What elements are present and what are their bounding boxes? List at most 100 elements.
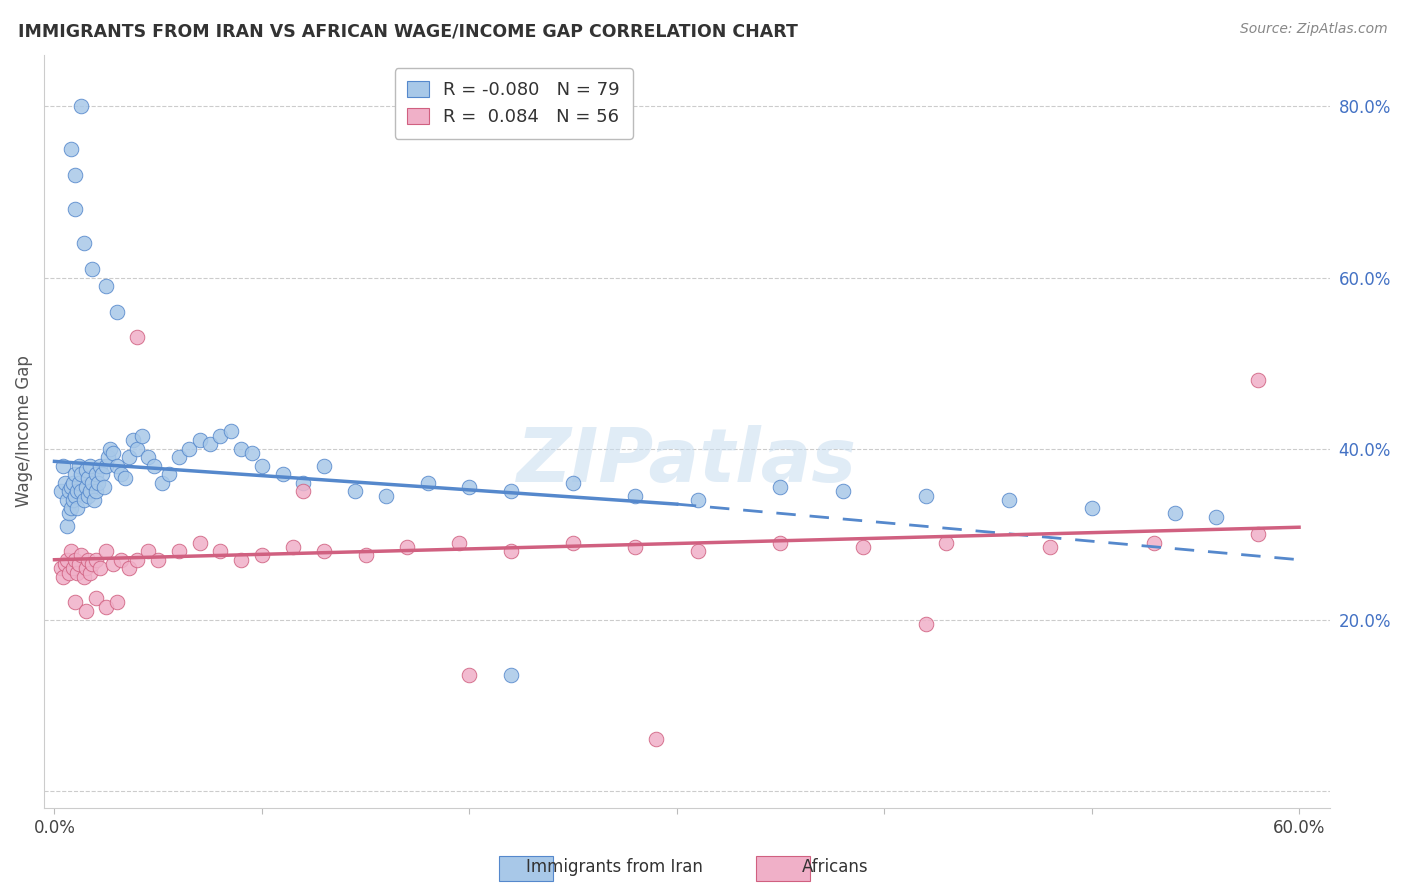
- Point: [52, 458, 75, 473]
- Point: [292, 484, 315, 499]
- Point: [416, 475, 439, 490]
- Point: [60, 501, 83, 516]
- Point: [62, 492, 84, 507]
- Point: [87, 475, 110, 490]
- Point: [167, 450, 190, 464]
- Point: [645, 732, 668, 747]
- Point: [65, 489, 87, 503]
- Point: [56, 553, 79, 567]
- Point: [281, 540, 304, 554]
- Point: [354, 549, 377, 563]
- Point: [686, 492, 709, 507]
- Point: [271, 467, 294, 482]
- Point: [131, 428, 153, 442]
- Point: [67, 458, 90, 473]
- Point: [67, 557, 90, 571]
- Point: [375, 489, 398, 503]
- Point: [231, 553, 253, 567]
- Point: [114, 471, 136, 485]
- Point: [314, 544, 336, 558]
- Point: [499, 484, 522, 499]
- Point: [458, 480, 481, 494]
- Point: [62, 561, 84, 575]
- Point: [65, 595, 87, 609]
- Point: [72, 236, 94, 251]
- Point: [219, 425, 242, 439]
- Point: [344, 484, 367, 499]
- Point: [76, 553, 98, 567]
- Point: [58, 506, 80, 520]
- Point: [96, 544, 118, 558]
- Point: [96, 458, 118, 473]
- Point: [562, 535, 585, 549]
- Point: [56, 518, 79, 533]
- Point: [56, 492, 79, 507]
- Point: [66, 484, 89, 499]
- Point: [447, 535, 470, 549]
- Point: [80, 557, 103, 571]
- Text: Africans: Africans: [801, 858, 868, 876]
- Point: [84, 591, 107, 606]
- Point: [562, 475, 585, 490]
- Point: [148, 553, 170, 567]
- Point: [79, 458, 101, 473]
- Point: [110, 467, 132, 482]
- Point: [70, 99, 93, 113]
- Point: [914, 489, 936, 503]
- Point: [157, 467, 180, 482]
- Point: [84, 553, 107, 567]
- Point: [250, 458, 273, 473]
- Point: [1163, 506, 1185, 520]
- Point: [84, 467, 107, 482]
- Point: [209, 428, 232, 442]
- Point: [101, 557, 124, 571]
- Point: [79, 484, 101, 499]
- Point: [150, 475, 173, 490]
- Point: [118, 450, 141, 464]
- Point: [96, 599, 118, 614]
- Point: [67, 475, 90, 490]
- Point: [65, 553, 87, 567]
- Point: [65, 202, 87, 216]
- Point: [852, 540, 875, 554]
- Point: [188, 535, 211, 549]
- Point: [60, 142, 83, 156]
- Point: [53, 475, 76, 490]
- Point: [70, 549, 93, 563]
- Point: [1080, 501, 1102, 516]
- Point: [231, 442, 253, 456]
- Point: [84, 484, 107, 499]
- Point: [396, 540, 419, 554]
- Point: [1246, 527, 1268, 541]
- Point: [769, 480, 792, 494]
- Point: [240, 446, 263, 460]
- Point: [127, 442, 149, 456]
- Point: [83, 492, 105, 507]
- Legend: R = -0.080   N = 79, R =  0.084   N = 56: R = -0.080 N = 79, R = 0.084 N = 56: [395, 68, 633, 139]
- Point: [179, 442, 201, 456]
- Point: [79, 566, 101, 580]
- Point: [96, 279, 118, 293]
- Point: [72, 570, 94, 584]
- Point: [75, 604, 97, 618]
- Point: [75, 480, 97, 494]
- Point: [136, 544, 159, 558]
- Text: Source: ZipAtlas.com: Source: ZipAtlas.com: [1240, 22, 1388, 37]
- Point: [60, 544, 83, 558]
- Point: [1143, 535, 1166, 549]
- Point: [1205, 510, 1227, 524]
- Text: IMMIGRANTS FROM IRAN VS AFRICAN WAGE/INCOME GAP CORRELATION CHART: IMMIGRANTS FROM IRAN VS AFRICAN WAGE/INC…: [18, 22, 799, 40]
- Point: [93, 480, 115, 494]
- Point: [997, 492, 1019, 507]
- Point: [91, 467, 114, 482]
- Point: [143, 458, 166, 473]
- Point: [80, 475, 103, 490]
- Point: [314, 458, 336, 473]
- Point: [76, 471, 98, 485]
- Point: [499, 544, 522, 558]
- Point: [105, 595, 128, 609]
- Point: [1246, 373, 1268, 387]
- Point: [53, 557, 76, 571]
- Point: [58, 566, 80, 580]
- Text: ZIPatlas: ZIPatlas: [517, 425, 858, 498]
